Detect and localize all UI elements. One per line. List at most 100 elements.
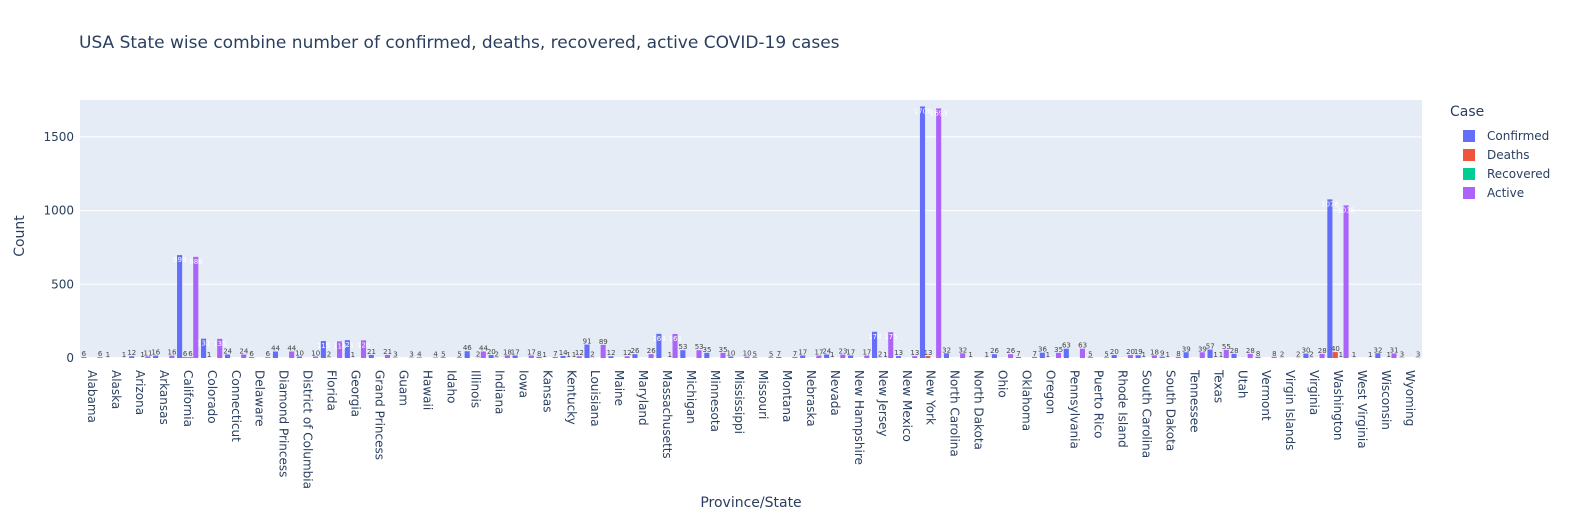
bar-active xyxy=(432,357,438,358)
chart-title: USA State wise combine number of confirm… xyxy=(79,33,840,53)
bar-value-label: 17 xyxy=(527,348,536,356)
bar-value-label: 2 xyxy=(1309,351,1313,359)
x-tick-label: Delaware xyxy=(253,370,267,427)
bar-value-label: 2 xyxy=(494,351,498,359)
bar-value-label: 4 xyxy=(417,350,422,358)
bar-value-label: 17 xyxy=(862,348,871,356)
bar-value-label: 1 xyxy=(572,351,576,359)
bar-active xyxy=(528,355,534,358)
bar-active xyxy=(1127,355,1133,358)
bar-active xyxy=(456,357,462,358)
bar-value-label: 20 xyxy=(1110,348,1119,356)
bar-value-label: 24 xyxy=(239,347,248,355)
bar-confirmed xyxy=(1087,357,1093,358)
y-tick-label: 0 xyxy=(66,351,74,365)
bar-value-label: 120 xyxy=(357,341,370,349)
bar-value-label: 12 xyxy=(607,349,616,357)
bar-value-label: 35 xyxy=(719,346,728,354)
bar-value-label: 24 xyxy=(822,347,831,355)
x-tick-label: Florida xyxy=(325,370,339,411)
bar-active xyxy=(169,355,175,358)
bar-active xyxy=(936,108,942,359)
bar-value-label: 121 xyxy=(341,341,354,349)
bar-value-label: 35 xyxy=(703,346,712,354)
bar-confirmed xyxy=(1375,353,1381,358)
bar-value-label: 130 xyxy=(213,340,226,348)
legend-item-active[interactable]: Active xyxy=(1450,183,1550,202)
bar-value-label: 17 xyxy=(815,348,824,356)
x-axis-title: Province/State xyxy=(700,495,801,511)
x-tick-label: Virgin Islands xyxy=(1283,370,1297,450)
bar-confirmed xyxy=(1111,355,1117,358)
bar-value-label: 21 xyxy=(383,348,392,356)
bar-confirmed xyxy=(512,355,518,358)
bar-value-label: 4 xyxy=(433,350,438,358)
bar-value-label: 28 xyxy=(1230,347,1239,355)
x-tick-label: Kansas xyxy=(540,370,554,412)
bar-value-label: 36 xyxy=(1038,346,1047,354)
x-tick-label: Maryland xyxy=(636,370,650,426)
bar-value-label: 14 xyxy=(559,349,568,357)
bar-confirmed xyxy=(129,356,135,358)
x-tick-label: South Dakota xyxy=(1163,370,1177,451)
bar-active xyxy=(241,354,247,358)
legend-label: Confirmed xyxy=(1487,128,1550,143)
bar-value-label: 26 xyxy=(647,347,656,355)
x-tick-label: Arizona xyxy=(133,370,147,415)
bar-value-label: 8 xyxy=(1272,350,1276,358)
bar-value-label: 39 xyxy=(1182,345,1191,353)
x-tick-label: Washington xyxy=(1331,370,1345,441)
bar-value-label: 6 xyxy=(266,350,271,358)
bar-value-label: 8 xyxy=(537,350,541,358)
x-tick-label: Vermont xyxy=(1259,370,1273,421)
x-tick-label: Massachusetts xyxy=(660,370,674,459)
bar-value-label: 55 xyxy=(1222,343,1231,351)
legend: Case Confirmed Deaths Recovered Active xyxy=(1450,104,1550,202)
x-tick-label: Montana xyxy=(780,370,794,422)
bar-confirmed xyxy=(1303,353,1309,358)
x-tick-label: Missouri xyxy=(756,370,770,419)
legend-swatch xyxy=(1463,186,1475,199)
bar-value-label: 3 xyxy=(393,351,397,359)
bar-value-label: 6 xyxy=(249,350,254,358)
bar-confirmed xyxy=(1039,352,1045,358)
x-tick-label: Nebraska xyxy=(804,370,818,427)
bar-value-label: 1076 xyxy=(1321,200,1339,208)
bar-value-label: 32 xyxy=(1374,346,1383,354)
bar-value-label: 7 xyxy=(1016,350,1020,358)
bar-active xyxy=(960,353,966,358)
bar-active xyxy=(768,357,774,358)
bar-confirmed xyxy=(608,356,614,358)
bar-confirmed xyxy=(919,106,926,359)
bar-value-label: 10 xyxy=(743,350,752,358)
bar-value-label: 28 xyxy=(1318,347,1327,355)
bar-value-label: 35 xyxy=(1054,346,1063,354)
bar-value-label: 53 xyxy=(679,343,688,351)
bar-value-label: 1693 xyxy=(930,109,948,117)
bar-confirmed xyxy=(320,341,326,358)
bar-value-label: 115 xyxy=(317,342,330,350)
bar-active xyxy=(145,356,151,358)
bar-value-label: 10 xyxy=(295,350,304,358)
bar-active xyxy=(576,356,582,358)
bar-value-label: 6 xyxy=(188,350,193,358)
legend-items: Confirmed Deaths Recovered Active xyxy=(1450,126,1550,202)
bar-confirmed xyxy=(153,355,159,358)
x-tick-label: Oregon xyxy=(1044,370,1058,414)
x-tick-label: New Mexico xyxy=(900,370,914,442)
bar-value-label: 1 xyxy=(668,351,672,359)
bar-confirmed xyxy=(1135,355,1141,358)
bar-confirmed xyxy=(872,331,878,358)
bar-value-label: 2 xyxy=(590,351,594,359)
bar-confirmed xyxy=(344,340,350,358)
legend-item-deaths[interactable]: Deaths xyxy=(1450,145,1550,164)
bar-active xyxy=(1271,356,1277,358)
bar-value-label: 12 xyxy=(127,349,136,357)
bar-value-label: 3 xyxy=(1416,351,1420,359)
bar-value-label: 9 xyxy=(1160,350,1164,358)
gridlines xyxy=(80,136,1422,359)
legend-item-confirmed[interactable]: Confirmed xyxy=(1450,126,1550,145)
bar-confirmed xyxy=(680,350,686,358)
legend-item-recovered[interactable]: Recovered xyxy=(1450,164,1550,183)
